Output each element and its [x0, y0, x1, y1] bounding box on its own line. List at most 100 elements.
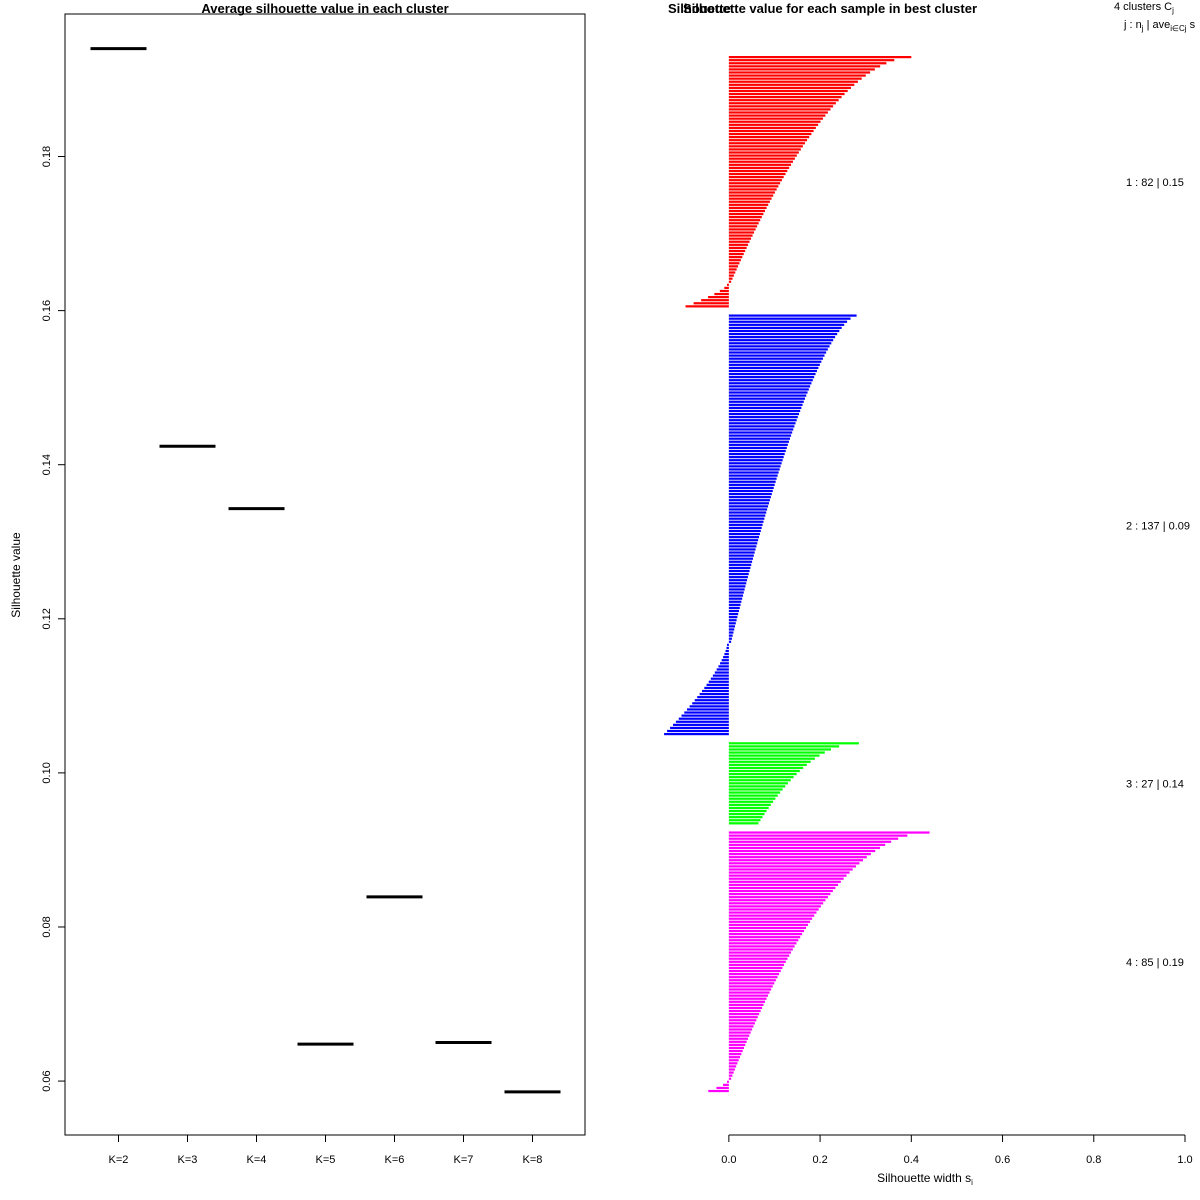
silhouette-bar	[728, 831, 930, 834]
silhouette-bar	[728, 548, 756, 551]
silhouette-bars	[664, 56, 930, 1093]
silhouette-bar	[728, 431, 793, 434]
silhouette-bar	[728, 169, 788, 173]
silhouette-bar	[728, 576, 748, 579]
silhouette-bar	[728, 268, 737, 271]
silhouette-bar	[728, 1068, 735, 1071]
silhouette-bar	[728, 966, 783, 970]
silhouette-bar	[728, 588, 745, 591]
silhouette-bar	[728, 551, 755, 554]
legend-header-line2-sub2: i∈Cj	[1170, 24, 1187, 33]
silhouette-bar	[728, 914, 815, 917]
silhouette-bar	[727, 643, 729, 646]
silhouette-bar	[728, 391, 808, 394]
silhouette-bar	[723, 656, 729, 659]
silhouette-bar	[728, 766, 804, 770]
silhouette-bar	[728, 868, 853, 871]
silhouette-bar	[728, 151, 799, 154]
silhouette-bar	[728, 1028, 753, 1031]
silhouette-bar	[728, 323, 845, 326]
silhouette-bar	[728, 628, 735, 631]
left-x-tick-label: K=7	[454, 1154, 474, 1166]
silhouette-bar	[728, 1025, 754, 1028]
silhouette-bar	[728, 182, 781, 185]
silhouette-bar	[728, 1031, 751, 1034]
left-y-tick-label: 0.14	[41, 454, 53, 475]
silhouette-bar	[728, 120, 821, 123]
silhouette-bar	[728, 960, 786, 963]
right-x-axis: 0.0 0.2 0.4 0.6 0.8 1.0	[721, 1134, 1193, 1166]
silhouette-bar	[728, 837, 899, 840]
silhouette-bar	[728, 148, 801, 151]
silhouette-bar	[728, 274, 734, 277]
silhouette-bar	[728, 108, 831, 111]
silhouette-bar	[728, 265, 739, 268]
silhouette-bar	[728, 889, 833, 893]
silhouette-bar	[728, 846, 880, 850]
legend-header-line2-s: s	[1187, 19, 1196, 31]
right-x-axis-label-main: Silhouette width s	[877, 1171, 971, 1185]
silhouette-bar	[728, 74, 866, 77]
silhouette-bar	[728, 883, 839, 886]
silhouette-bar	[728, 382, 812, 385]
silhouette-bar	[728, 856, 867, 859]
silhouette-bar	[728, 954, 790, 957]
silhouette-bar	[728, 997, 767, 1000]
silhouette-bar	[728, 89, 848, 93]
silhouette-bar	[728, 902, 824, 905]
silhouette-bar	[728, 234, 753, 237]
silhouette-bar	[728, 532, 760, 536]
silhouette-bar	[728, 591, 744, 594]
silhouette-bar	[728, 468, 780, 471]
silhouette-bar	[728, 557, 753, 560]
silhouette-bar	[728, 1043, 746, 1046]
silhouette-bar	[728, 277, 733, 280]
silhouette-bar	[728, 600, 742, 603]
silhouette-bar	[728, 603, 741, 606]
silhouette-bar	[728, 523, 763, 526]
silhouette-bar	[728, 271, 736, 274]
silhouette-bar	[728, 529, 761, 533]
silhouette-bar	[728, 222, 759, 225]
left-y-axis-label: Silhouette value	[9, 532, 23, 618]
silhouette-bar	[728, 452, 785, 456]
silhouette-bar	[728, 446, 787, 450]
silhouette-bar	[728, 366, 819, 370]
silhouette-bar	[728, 194, 774, 197]
silhouette-bar	[728, 1049, 743, 1053]
silhouette-bar	[728, 354, 825, 357]
silhouette-bar	[728, 929, 805, 933]
silhouette-bar	[728, 219, 761, 222]
silhouette-bar	[728, 939, 799, 942]
silhouette-bar	[728, 83, 855, 86]
silhouette-bar	[728, 760, 811, 763]
silhouette-bar	[728, 105, 834, 108]
silhouette-bar	[728, 1034, 750, 1037]
silhouette-bar	[728, 840, 892, 843]
silhouette-bar	[728, 797, 776, 800]
silhouette-bar	[728, 369, 817, 373]
silhouette-bar	[728, 459, 783, 462]
silhouette-bar	[728, 179, 782, 182]
silhouette-bar	[728, 492, 772, 496]
silhouette-bar	[728, 979, 776, 982]
silhouette-bar	[728, 594, 743, 597]
silhouette-bar	[728, 228, 756, 231]
silhouette-bar	[728, 560, 753, 563]
silhouette-bar	[728, 779, 791, 782]
silhouette-bar	[728, 142, 805, 145]
silhouette-bar	[728, 262, 740, 265]
silhouette-bar	[728, 514, 766, 517]
silhouette-bar	[699, 692, 729, 696]
legend-header-line2-ave: | ave	[1144, 19, 1171, 31]
silhouette-bar	[728, 71, 871, 74]
silhouette-bar	[728, 877, 844, 880]
silhouette-bar	[728, 145, 803, 148]
silhouette-bar	[728, 536, 760, 539]
silhouette-bar	[728, 117, 823, 120]
silhouette-bar	[728, 332, 838, 336]
silhouette-bar	[728, 579, 748, 582]
silhouette-bar	[724, 286, 729, 290]
left-chart-title: Average silhouette value in each cluster	[201, 1, 448, 16]
silhouette-bar	[728, 419, 797, 422]
